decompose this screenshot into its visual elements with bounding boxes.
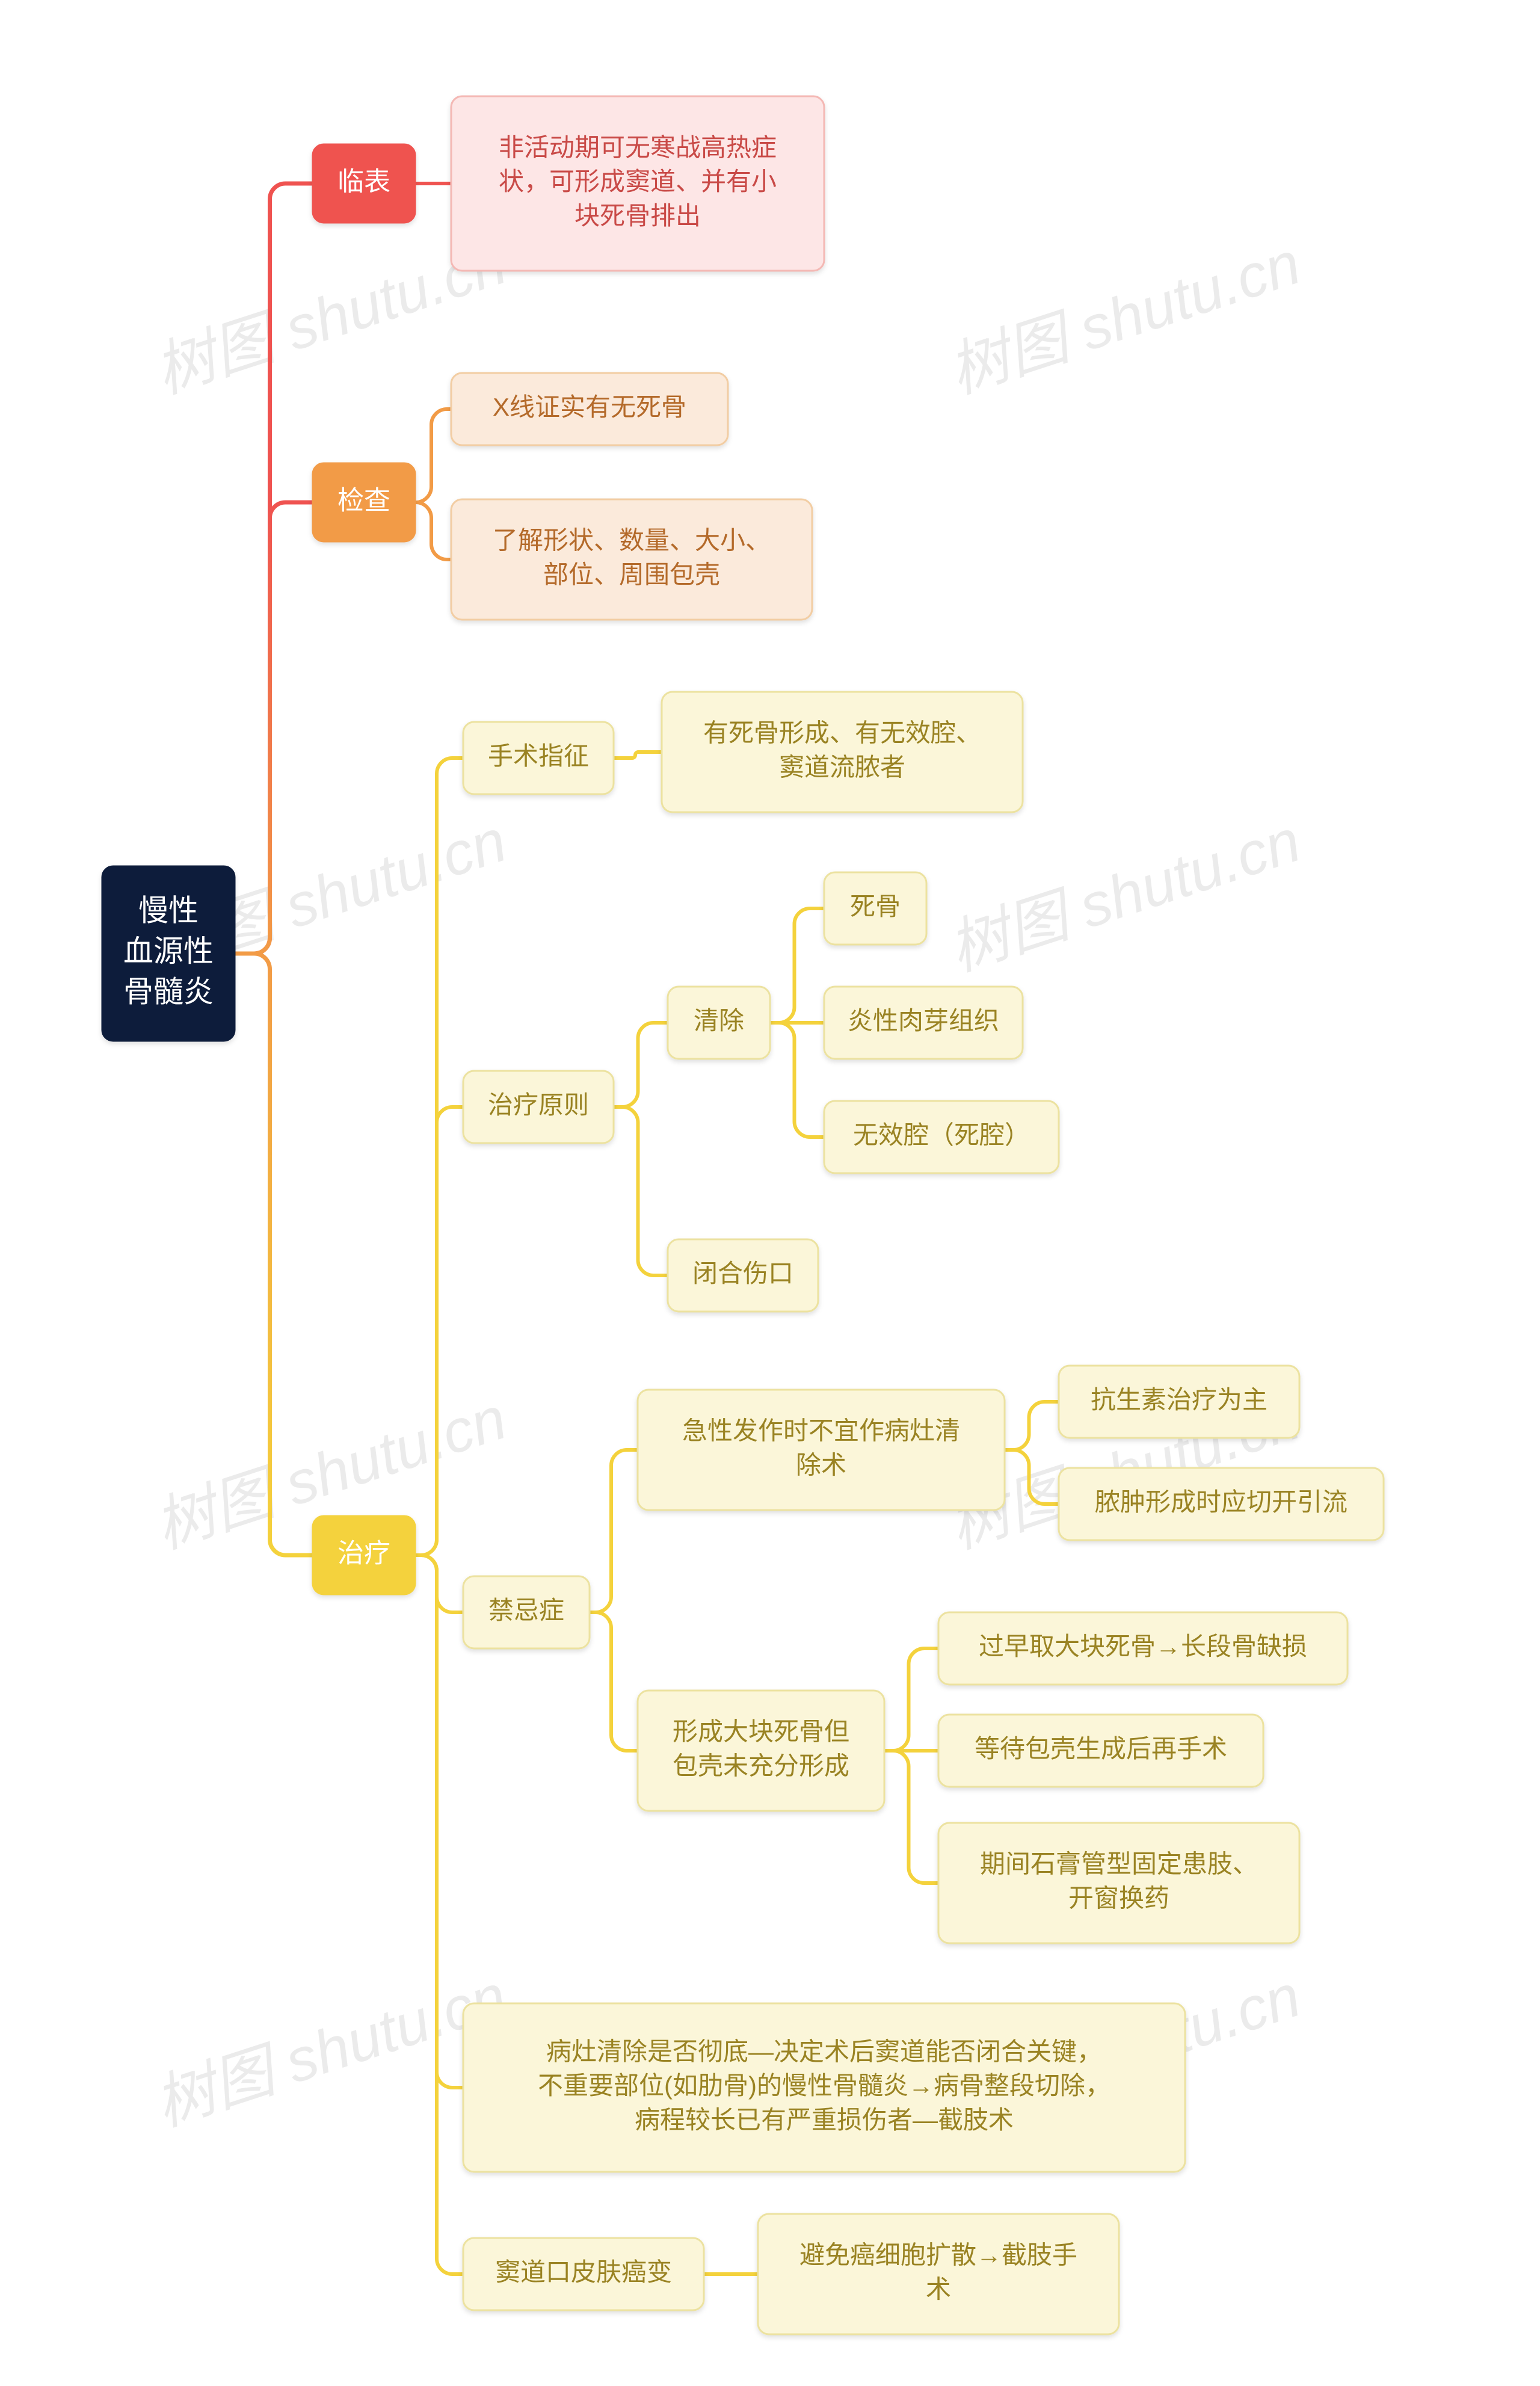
node-label: 不重要部位(如肋骨)的慢性骨髓炎→病骨整段切除， (538, 2071, 1110, 2100)
edge (884, 1751, 938, 1883)
node-label: 包壳未充分形成 (673, 1751, 849, 1780)
node-label: 术 (926, 2275, 951, 2303)
edge (884, 1648, 938, 1751)
node-label: 临表 (337, 167, 390, 197)
edge (770, 1023, 824, 1137)
node-label: 清除 (694, 1006, 744, 1035)
node-label: 期间石膏管型固定患肢、 (980, 1850, 1258, 1878)
node-label: 病程较长已有严重损伤者—截肢术 (635, 2106, 1014, 2134)
node-label: 过早取大块死骨→长段骨缺损 (979, 1632, 1307, 1660)
edge (415, 502, 451, 560)
edge (770, 908, 824, 1023)
node-label: 闭合伤口 (692, 1259, 793, 1287)
edge (590, 1450, 638, 1612)
node-label: 等待包壳生成后再手术 (975, 1734, 1227, 1763)
node-label: 部位、周围包壳 (543, 560, 720, 588)
edge (415, 409, 451, 502)
edge (415, 1107, 463, 1555)
watermark: 树图 shutu.cn (147, 1962, 514, 2139)
node-label: 慢性 (138, 894, 199, 928)
node-label: 了解形状、数量、大小、 (493, 526, 771, 555)
node-label: 窦道口皮肤癌变 (495, 2258, 672, 2286)
node-label: 检查 (337, 486, 390, 516)
node-label: 窦道流脓者 (779, 753, 905, 781)
edge (1005, 1402, 1059, 1450)
watermark: 树图 shutu.cn (941, 229, 1308, 406)
node-label: 骨髓炎 (123, 975, 214, 1009)
edge (415, 1555, 463, 2274)
node-label: 炎性肉芽组织 (848, 1006, 999, 1035)
node-label: 脓肿形成时应切开引流 (1095, 1488, 1348, 1516)
node-label: 血源性 (123, 934, 214, 968)
mindmap-canvas: 树图 shutu.cn树图 shutu.cn树图 shutu.cn树图 shut… (0, 0, 1540, 2386)
node-label: 有死骨形成、有无效腔、 (703, 719, 981, 747)
node-label: 状，可形成窦道、并有小 (499, 167, 777, 196)
node-label: 禁忌症 (488, 1596, 564, 1624)
node-label: 块死骨排出 (574, 202, 701, 230)
node-b3c3d2e3[interactable] (938, 1823, 1299, 1943)
node-label: 急性发作时不宜作病灶清 (682, 1417, 960, 1445)
node-label: 病灶清除是否彻底—决定术后窦道能否闭合关键， (546, 2037, 1102, 2065)
node-b3c5d1[interactable] (758, 2214, 1119, 2334)
node-label: 避免癌细胞扩散→截肢手 (799, 2241, 1077, 2269)
node-label: 抗生素治疗为主 (1091, 1386, 1267, 1414)
node-b2c2[interactable] (451, 499, 812, 620)
edge (590, 1612, 638, 1751)
node-label: 手术指征 (488, 742, 589, 770)
node-label: 治疗原则 (488, 1091, 589, 1119)
node-label: 治疗 (337, 1539, 390, 1568)
watermark: 树图 shutu.cn (941, 807, 1308, 984)
node-label: X线证实有无死骨 (493, 393, 686, 421)
node-b3c1d1[interactable] (662, 692, 1023, 812)
edge (614, 752, 662, 758)
node-b3c3d1[interactable] (638, 1390, 1005, 1510)
node-label: 死骨 (850, 892, 901, 920)
node-label: 形成大块死骨但 (673, 1718, 849, 1746)
edge (415, 1555, 463, 1612)
node-label: 开窗换药 (1068, 1884, 1169, 1912)
node-label: 非活动期可无寒战高热症 (499, 133, 777, 161)
edge (614, 1023, 668, 1107)
node-label: 除术 (796, 1450, 846, 1479)
node-b3c3d2[interactable] (638, 1691, 884, 1811)
node-label: 无效腔（死腔） (853, 1121, 1030, 1149)
edge (614, 1107, 668, 1275)
